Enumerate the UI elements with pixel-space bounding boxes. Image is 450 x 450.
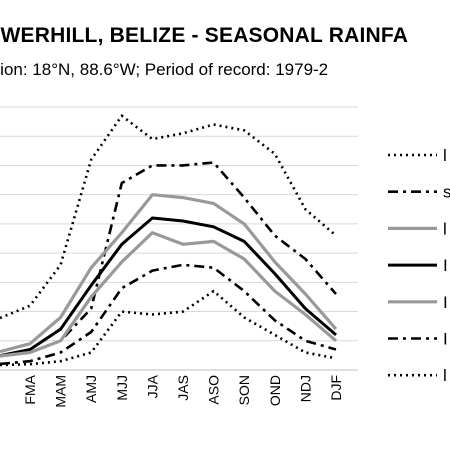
series-line-7 — [0, 289, 337, 367]
series-line-1 — [0, 114, 337, 320]
series-line-3 — [0, 193, 338, 354]
x-tick-label: AMJ — [83, 375, 99, 403]
x-tick-label: OND — [267, 375, 283, 406]
legend-label: I — [443, 256, 448, 275]
x-tick-label: SON — [236, 375, 252, 405]
chart-subtitle: ation: 18°N, 88.6°W; Period of record: 1… — [0, 60, 329, 79]
series-line-4 — [0, 216, 337, 358]
legend-label: I — [443, 293, 448, 312]
legend-label: l — [443, 146, 447, 165]
x-tick-label: NDJ — [297, 375, 313, 402]
x-tick-label: MAM — [53, 375, 69, 408]
grid-lines — [0, 106, 358, 371]
legend-label: I — [443, 330, 448, 349]
series-line-5 — [0, 231, 338, 358]
x-tick-label: JJA — [144, 374, 160, 398]
x-tick-label: JAS — [175, 375, 191, 401]
x-tick-label: ASO — [206, 375, 222, 405]
legend-label: l — [443, 366, 447, 385]
series-line-6 — [0, 263, 337, 366]
legend-label: s — [443, 183, 450, 202]
series-lines — [0, 114, 338, 367]
x-tick-label: DJF — [328, 375, 344, 401]
x-tick-labels: FMA MAM AMJ MJJ JJA JAS ASO SON OND NDJ DJF — [22, 374, 344, 407]
x-tick-label: FMA — [22, 374, 38, 404]
x-tick-label: MJJ — [114, 375, 130, 401]
chart-title: OWERHILL, BELIZE - SEASONAL RAINFA — [0, 24, 409, 47]
legend-label: l — [443, 219, 447, 238]
